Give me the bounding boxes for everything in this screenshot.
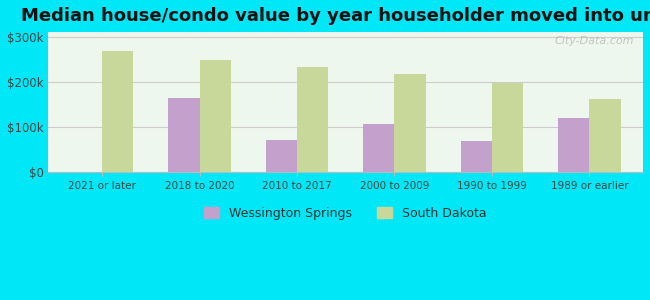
Text: City-Data.com: City-Data.com xyxy=(554,36,634,46)
Bar xyxy=(363,124,395,172)
Bar xyxy=(266,140,297,172)
Title: Median house/condo value by year householder moved into unit: Median house/condo value by year househo… xyxy=(21,7,650,25)
Bar xyxy=(168,98,200,172)
Bar xyxy=(102,51,133,172)
Bar xyxy=(590,99,621,172)
Legend: Wessington Springs, South Dakota: Wessington Springs, South Dakota xyxy=(200,202,492,225)
Bar xyxy=(200,60,231,172)
Bar xyxy=(297,67,328,172)
Bar xyxy=(558,118,590,172)
Bar xyxy=(395,74,426,172)
Bar xyxy=(461,141,492,172)
Bar xyxy=(492,83,523,172)
